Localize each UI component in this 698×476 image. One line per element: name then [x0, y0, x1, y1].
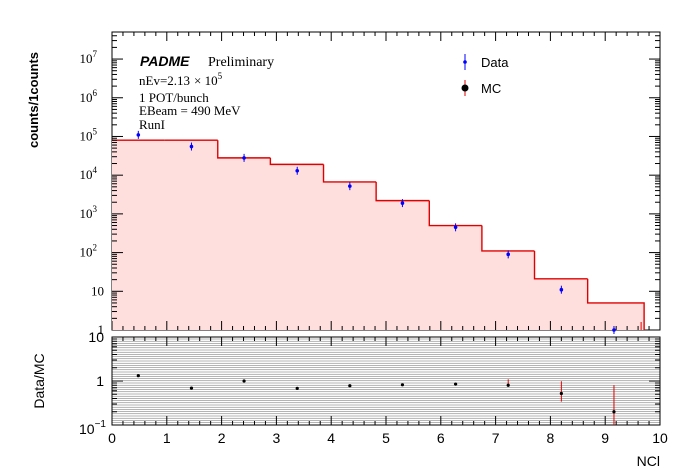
x-tick-label-2: 2: [218, 430, 226, 446]
x-tick-label-0: 0: [108, 430, 116, 446]
ebeam-annotation: EBeam = 490 MeV: [139, 103, 241, 118]
mc-bin-3: [269, 157, 324, 166]
mc-bin-7: [481, 225, 535, 252]
ratio-uncertainty-band: [112, 338, 660, 425]
ratio-point-8: [559, 391, 563, 396]
x-tick-label-9: 9: [601, 430, 609, 446]
ratio-y-tick-base: 10: [88, 329, 104, 345]
top-y-tick-base: 10: [80, 90, 93, 105]
ratio-y-tick-base: 1: [96, 373, 104, 389]
legend-mc-marker: [461, 84, 469, 92]
mc-bin-8: [533, 250, 588, 280]
top-y-tick-base: 10: [91, 283, 104, 298]
data-point-0: [136, 133, 141, 137]
top-y-tick-label-7: 1: [98, 322, 105, 337]
ratio-y-tick-base: 10: [79, 421, 95, 437]
top-y-tick-exp: 4: [93, 165, 98, 175]
mc-histogram: [112, 139, 645, 330]
top-y-tick-base: 10: [80, 128, 93, 143]
top-y-tick-label-3: 104: [80, 165, 98, 182]
x-tick-label-4: 4: [327, 430, 335, 446]
data-point-9: [612, 328, 616, 332]
ratio-points: [136, 374, 616, 425]
top-y-tick-exp: 3: [93, 204, 98, 214]
data-point-6: [453, 225, 458, 230]
data-point-3: [295, 168, 300, 173]
ratio-point-6: [453, 382, 458, 386]
ratio-point-5: [400, 383, 405, 387]
top-y-tick-base: 10: [80, 245, 93, 260]
data-points: [136, 130, 642, 334]
top-y-tick-base: 10: [80, 167, 93, 182]
nev-prefix: nEv=2.13: [139, 73, 190, 88]
x-tick-label-1: 1: [163, 430, 171, 446]
top-y-tick-base: 10: [80, 51, 93, 66]
mc-fill: [112, 140, 645, 330]
nev-times: × 10: [194, 73, 218, 88]
data-point-8: [559, 287, 564, 292]
ratio-y-axis-label: Data/MC: [31, 353, 47, 408]
ratio-point-7: [506, 383, 510, 387]
data-point-5: [400, 201, 405, 205]
legend: Data MC: [461, 54, 509, 96]
top-y-tick-label-5: 102: [80, 243, 98, 260]
brand-label: PADME: [140, 53, 190, 69]
top-y-tick-label-4: 103: [80, 204, 98, 221]
mc-bin-5: [375, 181, 430, 202]
ratio-point-3: [295, 386, 299, 390]
nev-annotation: nEv=2.13 × 105: [139, 71, 223, 88]
x-tick-label-7: 7: [492, 430, 500, 446]
top-y-tick-base: 1: [98, 322, 105, 337]
ratio-point-1: [189, 386, 194, 390]
x-tick-label-10: 10: [652, 430, 668, 446]
top-y-tick-label-2: 105: [80, 126, 98, 143]
top-y-tick-label-1: 106: [80, 88, 98, 105]
top-y-tick-exp: 7: [93, 49, 98, 59]
x-tick-label-8: 8: [547, 430, 555, 446]
mc-bin-9: [586, 278, 645, 330]
ratio-frame: [111, 336, 661, 426]
top-y-tick-exp: 5: [93, 126, 98, 136]
ratio-y-tick-exp: −1: [95, 419, 107, 430]
status-label: Preliminary: [208, 55, 274, 70]
data-point-4: [348, 184, 352, 188]
mc-bin-6: [428, 200, 482, 227]
ratio-point-2: [242, 379, 246, 383]
legend-mc-label: MC: [481, 81, 501, 96]
x-axis-label: NCl: [637, 453, 660, 469]
ratio-point-4: [348, 384, 352, 388]
data-point-1: [189, 144, 194, 149]
ratio-y-tick-label-0: 10: [88, 329, 104, 345]
nev-exponent: 5: [218, 71, 223, 81]
mc-bin-2: [217, 140, 271, 159]
x-tick-label-6: 6: [437, 430, 445, 446]
top-y-axis-label: counts/1counts: [26, 52, 41, 148]
pot-annotation: 1 POT/bunch: [139, 90, 209, 105]
run-annotation: RunI: [139, 117, 165, 132]
ratio-y-tick-label-1: 1: [96, 373, 104, 389]
top-y-tick-exp: 2: [93, 243, 98, 253]
legend-data-marker: [463, 60, 467, 64]
x-tick-label-3: 3: [273, 430, 281, 446]
data-point-7: [506, 252, 511, 257]
x-tick-label-5: 5: [382, 430, 390, 446]
ratio-point-0: [136, 374, 140, 378]
ratio-y-tick-label-2: 10−1: [79, 419, 106, 437]
legend-data-label: Data: [481, 55, 509, 70]
top-y-tick-label-6: 10: [91, 283, 104, 298]
top-y-tick-exp: 6: [93, 88, 98, 98]
top-y-tick-label-0: 107: [80, 49, 98, 66]
data-point-2: [242, 156, 246, 160]
mc-bin-4: [322, 164, 377, 183]
top-y-tick-base: 10: [80, 206, 93, 221]
ratio-point-9: [612, 410, 616, 414]
